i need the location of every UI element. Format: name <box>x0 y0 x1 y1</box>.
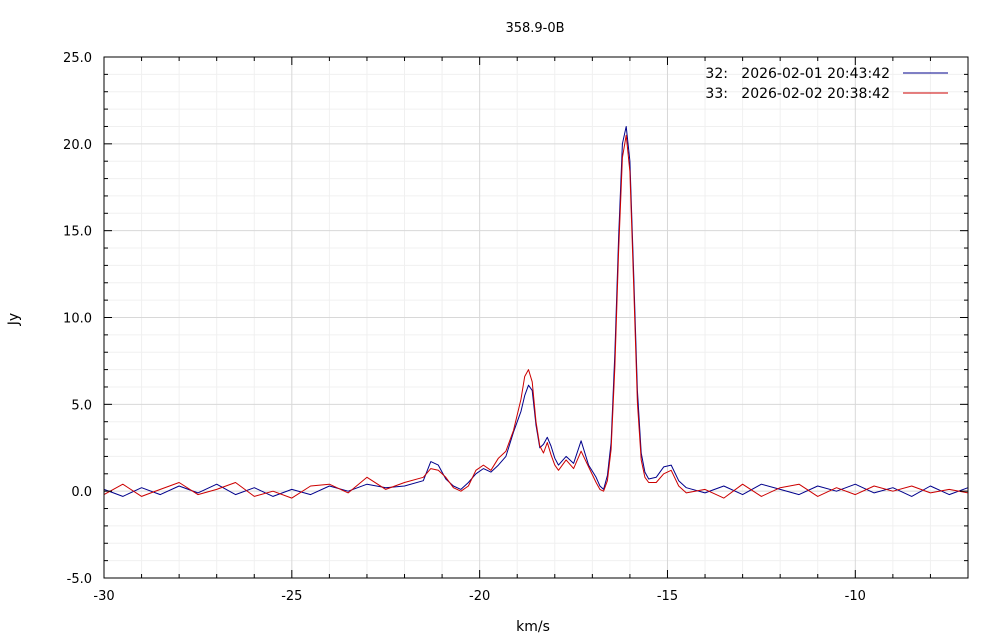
y-tick-label: -5.0 <box>67 572 92 587</box>
legend-entry-label: 32: 2026-02-01 20:43:42 <box>705 66 890 82</box>
chart-title: 358.9-0B <box>505 21 564 36</box>
y-tick-label: 25.0 <box>63 51 92 66</box>
x-tick-label: -20 <box>469 589 490 604</box>
major-grid <box>103 56 968 579</box>
y-tick-label: 10.0 <box>63 312 92 327</box>
series-line-1 <box>103 126 969 497</box>
x-tick-label: -10 <box>845 589 866 604</box>
legend-entry-label: 33: 2026-02-02 20:38:42 <box>705 86 890 102</box>
y-axis-label: Jy <box>6 313 22 326</box>
x-axis-label: km/s <box>516 619 550 635</box>
y-tick-label: 15.0 <box>63 225 92 240</box>
legend: 32: 2026-02-01 20:43:42 33: 2026-02-02 20… <box>705 66 948 102</box>
y-tick-label: 20.0 <box>63 138 92 153</box>
series-layer <box>103 126 969 499</box>
x-tick-label: -15 <box>657 589 678 604</box>
x-tick-label: -30 <box>93 589 114 604</box>
y-tick-label: 0.0 <box>71 485 92 500</box>
axis-ticks <box>103 56 969 579</box>
x-tick-label: -25 <box>281 589 302 604</box>
y-tick-label: 5.0 <box>71 398 92 413</box>
tick-labels: -30 -25 -20 -15 -10 -5.0 0.0 5.0 10.0 15.0 20.0 25.… <box>63 51 866 604</box>
series-line-2 <box>103 134 969 499</box>
